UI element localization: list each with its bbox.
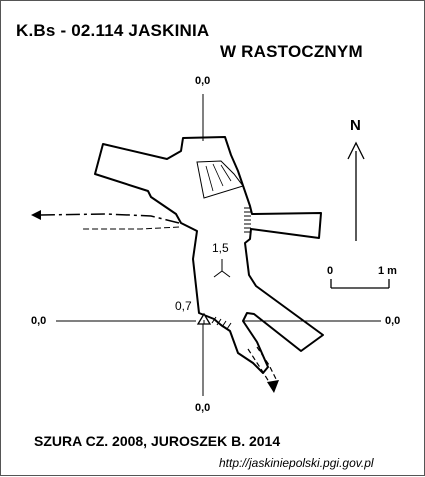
survey-credits: SZURA CZ. 2008, JUROSZEK B. 2014: [34, 433, 281, 449]
boulder-outline: [196, 160, 244, 199]
depth-label-inner: 1,5: [212, 241, 229, 255]
scale-start-label: 0: [327, 265, 334, 277]
narrowing-marks-right: [244, 207, 251, 233]
map-title-line-2: W RASTOCZNYM: [220, 42, 363, 61]
passage-continuation-west: [40, 213, 180, 224]
boulder-hatch: [205, 163, 232, 192]
passage-continuation-west-lower: [81, 226, 180, 230]
passage-continuation-south-2: [256, 346, 278, 382]
reference-level-left: 0,0: [31, 315, 47, 327]
scale-bar: [330, 279, 390, 289]
narrowing-marks-lower: [211, 316, 232, 330]
map-title-line-1: K.Bs - 02.114 JASKINIA: [16, 21, 210, 40]
reference-level-right: 0,0: [385, 315, 401, 327]
scale-end-label: 1 m: [378, 265, 397, 277]
depth-label-entrance: 0,7: [175, 299, 192, 313]
passage-continuation-south: [247, 348, 272, 386]
north-arrow-icon: [347, 141, 365, 241]
source-url: http://jaskiniepolski.pgi.gov.pl: [219, 456, 374, 470]
north-label: N: [350, 117, 361, 134]
reference-level-bottom: 0,0: [195, 402, 211, 414]
south-arrow-head: [267, 380, 279, 393]
west-arrow-head: [31, 210, 41, 220]
cave-outline: [94, 136, 324, 374]
survey-station-inner: [213, 259, 231, 278]
reference-level-top: 0,0: [195, 75, 211, 87]
